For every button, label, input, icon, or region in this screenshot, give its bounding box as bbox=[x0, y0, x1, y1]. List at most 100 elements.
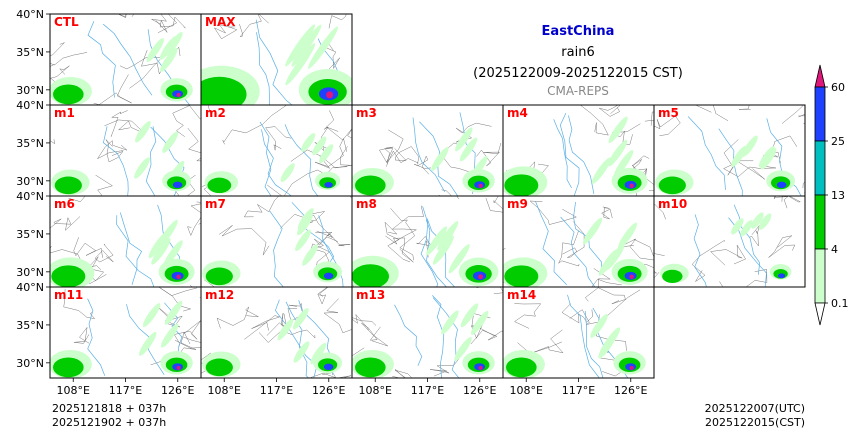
river-line bbox=[425, 219, 447, 287]
rain-heavy-east bbox=[778, 273, 786, 279]
river-line bbox=[150, 126, 185, 196]
boundary-line bbox=[629, 155, 650, 181]
boundary-line bbox=[213, 24, 238, 40]
rain-extreme-east bbox=[326, 91, 334, 99]
panel-map-content bbox=[202, 196, 352, 287]
colorbar-level-label: 4 bbox=[831, 243, 838, 256]
river-line bbox=[394, 304, 423, 366]
rivers bbox=[693, 204, 767, 287]
map-panel-ctl: CTL bbox=[49, 13, 202, 106]
river-line bbox=[559, 112, 580, 196]
panel-label: m9 bbox=[507, 197, 528, 211]
rain-streak bbox=[291, 24, 322, 67]
rain-extreme-east bbox=[176, 92, 181, 97]
boundary-line bbox=[328, 14, 347, 29]
river-line bbox=[259, 121, 272, 196]
rain-streak bbox=[470, 310, 489, 335]
panel-map-content bbox=[503, 287, 646, 378]
river-line bbox=[318, 215, 344, 287]
colorbar-segment bbox=[814, 248, 826, 304]
rivers bbox=[259, 121, 319, 196]
boundary-line bbox=[654, 203, 666, 220]
river-line bbox=[568, 115, 595, 194]
precipitation-field bbox=[659, 212, 792, 283]
river-line bbox=[535, 201, 567, 286]
map-panel-m5: m5 bbox=[653, 104, 806, 197]
rain-heavy-east bbox=[323, 363, 334, 371]
panel-label: m2 bbox=[205, 106, 226, 120]
boundary-line bbox=[476, 142, 502, 167]
map-panel-max: MAX bbox=[200, 13, 353, 106]
colorbar-level-label: 60 bbox=[831, 81, 845, 94]
river-line bbox=[116, 215, 155, 287]
boundary-line bbox=[187, 127, 201, 162]
rain-moderate-west bbox=[355, 357, 386, 378]
rain-moderate-west bbox=[205, 267, 233, 286]
river-line bbox=[87, 298, 106, 376]
boundary-line bbox=[470, 330, 503, 345]
panel-label: m8 bbox=[356, 197, 377, 211]
boundary-line bbox=[96, 140, 128, 160]
rain-heavy-east bbox=[776, 181, 787, 189]
precipitation-field bbox=[352, 303, 495, 378]
boundary-line bbox=[384, 221, 411, 263]
boundary-line bbox=[738, 105, 751, 110]
boundary-line bbox=[634, 263, 654, 269]
rain-moderate-west bbox=[504, 265, 539, 287]
river-line bbox=[687, 116, 726, 190]
rain-streak bbox=[138, 331, 157, 356]
river-line bbox=[584, 310, 604, 378]
rivers bbox=[553, 112, 595, 196]
rain-heavy-east bbox=[324, 182, 333, 188]
rivers bbox=[103, 126, 185, 196]
river-line bbox=[766, 118, 802, 196]
rain-streak bbox=[608, 116, 628, 144]
boundary-line bbox=[265, 126, 292, 151]
rain-extreme-east bbox=[478, 183, 483, 188]
panel-frame bbox=[653, 195, 806, 288]
rain-extreme-east bbox=[176, 365, 181, 370]
river-line bbox=[103, 126, 129, 196]
boundary-line bbox=[781, 196, 801, 203]
rain-streak bbox=[751, 212, 764, 229]
boundary-line bbox=[222, 105, 287, 145]
boundary-line bbox=[158, 287, 198, 312]
map-panel-m4: m4 bbox=[502, 104, 655, 197]
rain-streak bbox=[760, 147, 777, 170]
province-boundaries bbox=[204, 196, 352, 287]
boundary-line bbox=[611, 123, 641, 145]
river-line bbox=[145, 126, 157, 196]
rain-moderate-west bbox=[205, 358, 233, 377]
boundary-line bbox=[352, 313, 377, 331]
rain-extreme-east bbox=[629, 274, 634, 280]
model-title: CMA-REPS bbox=[547, 84, 609, 98]
rain-streak bbox=[432, 235, 454, 265]
panel-map-content bbox=[50, 287, 201, 378]
precipitation-field bbox=[503, 217, 648, 287]
precipitation-field bbox=[204, 133, 341, 194]
river-line bbox=[256, 32, 270, 105]
river-line bbox=[255, 19, 293, 105]
colorbar-segment bbox=[814, 194, 826, 250]
lat-tick-label: 40°N bbox=[16, 99, 44, 112]
map-panel-m9: m9 bbox=[502, 195, 655, 288]
lon-tick-label: 126°E bbox=[312, 384, 345, 397]
rain-streak bbox=[614, 150, 634, 177]
boundary-line bbox=[50, 216, 81, 231]
rain-streak bbox=[437, 221, 459, 251]
precipitation-field bbox=[202, 208, 343, 287]
boundary-line bbox=[50, 65, 70, 82]
rain-heavy-east bbox=[172, 181, 183, 189]
lat-tick-label: 30°N bbox=[16, 357, 44, 370]
rain-streak bbox=[308, 26, 338, 69]
rain-streak bbox=[731, 218, 744, 235]
rain-streak bbox=[160, 47, 178, 72]
rain-extreme-east bbox=[176, 274, 181, 280]
panel-label: m7 bbox=[205, 197, 226, 211]
rain-streak bbox=[301, 133, 316, 152]
rain-streak bbox=[151, 238, 171, 265]
river-line bbox=[426, 218, 456, 287]
boundary-line bbox=[326, 126, 352, 141]
rain-streak bbox=[455, 127, 473, 152]
map-panel-m13: m13 bbox=[351, 286, 504, 379]
